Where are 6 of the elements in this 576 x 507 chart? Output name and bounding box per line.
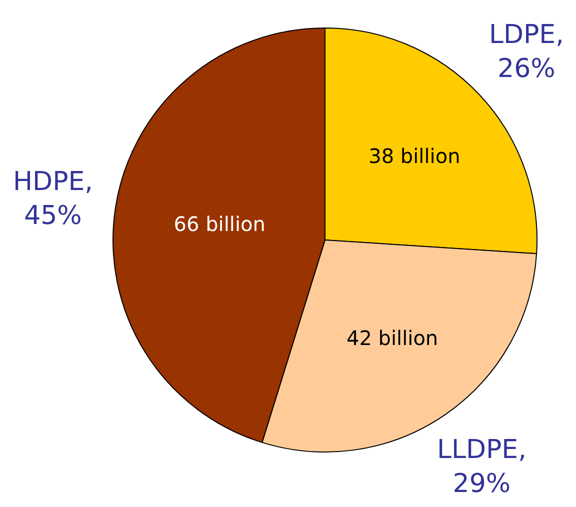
- slice-label: HDPE, 45%: [13, 167, 93, 231]
- data-label: 66 billion: [174, 212, 266, 236]
- data-label: 42 billion: [346, 326, 438, 350]
- slice-label: LLDPE, 29%: [437, 435, 526, 499]
- data-label: 38 billion: [368, 144, 460, 168]
- slice-label: LDPE, 26%: [489, 20, 564, 84]
